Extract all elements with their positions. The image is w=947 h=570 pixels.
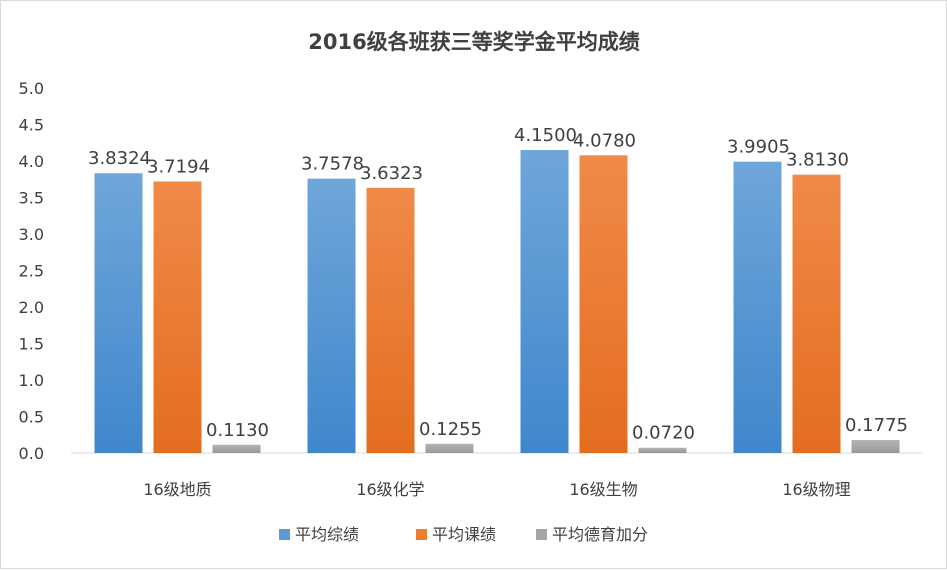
data-label: 3.9905	[727, 137, 790, 158]
y-tick-label: 1.0	[19, 371, 44, 390]
data-label: 0.1255	[419, 419, 482, 440]
data-label: 3.8324	[88, 148, 151, 169]
chart-title: 2016级各班获三等奖学金平均成绩	[308, 30, 639, 54]
category-label: 16级地质	[143, 480, 211, 499]
bar-1-3	[520, 150, 569, 454]
legend-label-2: 平均课绩	[432, 525, 496, 544]
category-label: 16级物理	[782, 480, 850, 499]
bar-1-2	[307, 178, 356, 453]
bar-2-1	[153, 181, 202, 453]
bar-2-3	[579, 155, 628, 453]
y-tick-label: 1.5	[19, 335, 44, 354]
data-label: 3.8130	[786, 150, 849, 171]
data-label: 3.7578	[301, 154, 364, 175]
y-tick-label: 0.0	[19, 444, 44, 463]
y-tick-label: 3.5	[19, 189, 44, 208]
legend-swatch-2	[416, 529, 427, 540]
bar-2-4	[792, 174, 841, 453]
data-label: 4.0780	[573, 130, 636, 151]
legend-label-3: 平均德育加分	[552, 525, 648, 544]
data-label: 0.1130	[206, 420, 269, 441]
category-label: 16级生物	[569, 480, 637, 499]
legend-label-1: 平均综绩	[295, 525, 359, 544]
y-tick-label: 3.0	[19, 225, 44, 244]
y-tick-label: 2.5	[19, 262, 44, 281]
legend-swatch-1	[279, 529, 290, 540]
y-tick-label: 0.5	[19, 408, 44, 427]
bar-3-2	[425, 443, 474, 453]
bar-1-1	[94, 173, 143, 453]
data-label: 0.1775	[845, 415, 908, 436]
data-label: 4.1500	[514, 125, 577, 146]
data-label: 0.0720	[632, 423, 695, 444]
data-label: 3.6323	[360, 163, 423, 184]
y-tick-label: 4.0	[19, 152, 44, 171]
bar-3-1	[212, 444, 261, 453]
bar-3-4	[851, 440, 900, 453]
bar-2-2	[366, 187, 415, 453]
data-label: 3.7194	[147, 156, 210, 177]
legend-swatch-3	[536, 529, 547, 540]
y-tick-label: 2.0	[19, 298, 44, 317]
y-tick-label: 5.0	[19, 79, 44, 98]
bar-3-3	[638, 447, 687, 453]
bar-1-4	[733, 161, 782, 454]
y-tick-label: 4.5	[19, 116, 44, 135]
category-label: 16级化学	[356, 480, 424, 499]
